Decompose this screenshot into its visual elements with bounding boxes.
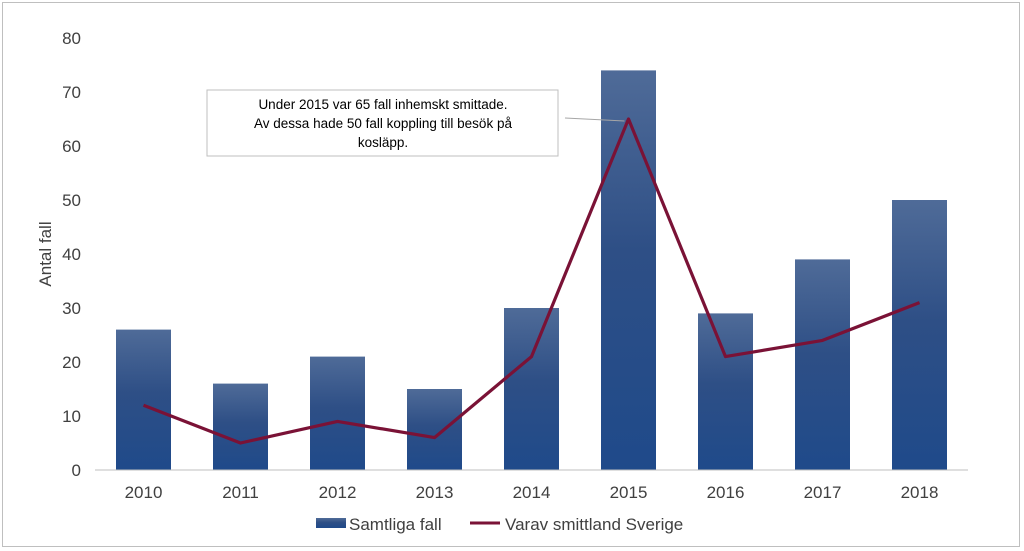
legend-label-bars: Samtliga fall	[349, 515, 442, 534]
bar-2013	[407, 389, 462, 470]
y-tick-label: 80	[62, 29, 81, 48]
bar-2015	[601, 70, 656, 471]
bar-2014	[504, 308, 559, 470]
legend-label-line: Varav smittland Sverige	[505, 515, 683, 534]
y-axis-title: Antal fall	[36, 221, 55, 286]
legend: Samtliga fall Varav smittland Sverige	[316, 515, 683, 534]
legend-swatch-bars	[316, 518, 346, 528]
annotation-box	[206, 89, 559, 157]
x-tick-label: 2016	[707, 483, 745, 502]
x-tick-label: 2018	[901, 483, 939, 502]
bar-2017	[795, 259, 850, 470]
bar-2010	[116, 329, 171, 470]
bar-2016	[698, 313, 753, 470]
x-tick-label: 2010	[125, 483, 163, 502]
annotation-leader	[564, 117, 625, 122]
annotation-line-3: kosläpp.	[358, 135, 408, 150]
annotation-line-2: Av dessa hade 50 fall koppling till besö…	[254, 116, 512, 131]
bar-2012	[310, 356, 365, 470]
y-tick-label: 60	[62, 137, 81, 156]
y-tick-label: 0	[72, 461, 81, 480]
y-tick-label: 40	[62, 245, 81, 264]
x-tick-label: 2013	[416, 483, 454, 502]
y-tick-label: 20	[62, 353, 81, 372]
x-tick-label: 2015	[610, 483, 648, 502]
bar-2011	[213, 383, 268, 470]
bar-2018	[892, 200, 947, 470]
y-tick-label: 30	[62, 299, 81, 318]
y-tick-label: 10	[62, 407, 81, 426]
x-tick-label: 2012	[319, 483, 357, 502]
annotation: Under 2015 var 65 fall inhemskt smittade…	[206, 89, 625, 157]
x-tick-label: 2017	[804, 483, 842, 502]
y-tick-label: 50	[62, 191, 81, 210]
x-tick-label: 2014	[513, 483, 551, 502]
x-tick-label: 2011	[222, 483, 259, 502]
annotation-line-1: Under 2015 var 65 fall inhemskt smittade…	[258, 97, 507, 112]
y-tick-label: 70	[62, 83, 81, 102]
